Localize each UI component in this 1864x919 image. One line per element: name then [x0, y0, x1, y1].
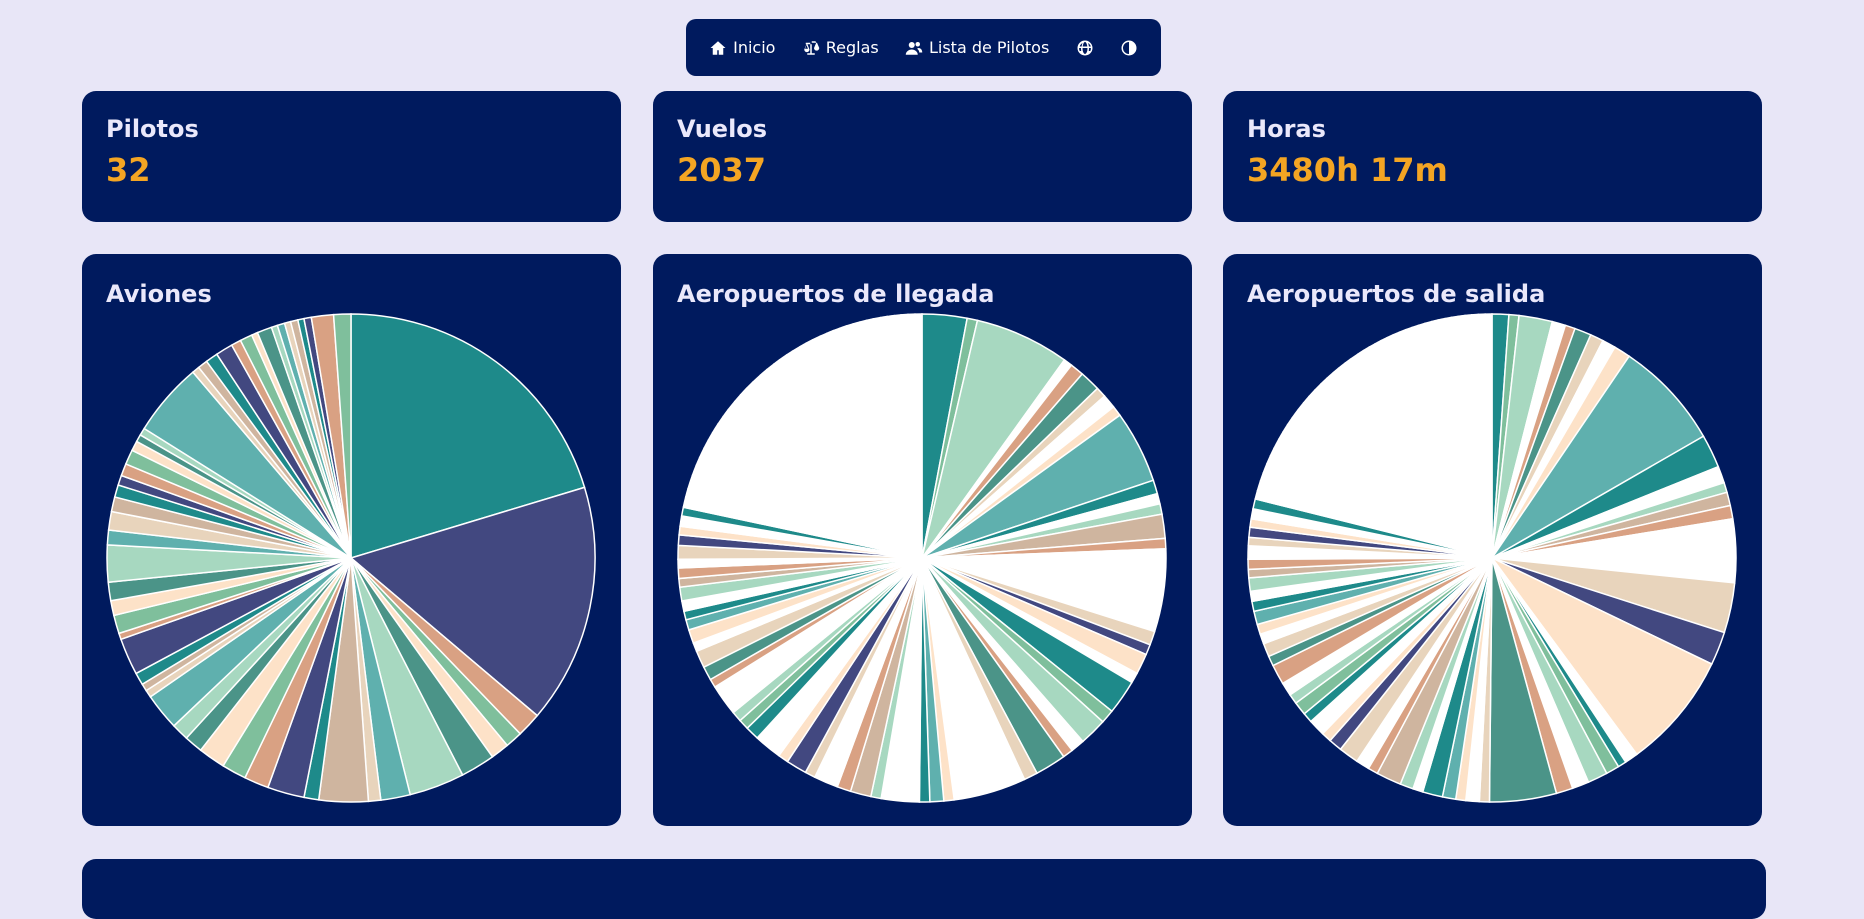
nav-pilotos[interactable]: Lista de Pilotos — [905, 38, 1049, 57]
chart-title: Aviones — [106, 280, 212, 308]
chart-title: Aeropuertos de salida — [1247, 280, 1546, 308]
stat-label: Pilotos — [106, 115, 199, 143]
stat-label: Vuelos — [677, 115, 768, 143]
chart-card-salida: Aeropuertos de salida — [1223, 254, 1762, 826]
nav-inicio[interactable]: Inicio — [709, 38, 775, 57]
stat-card-vuelos: Vuelos 2037 — [653, 91, 1192, 222]
pie-slice[interactable] — [1491, 355, 1705, 559]
pie-slice[interactable] — [349, 486, 596, 717]
stat-label: Horas — [1247, 115, 1326, 143]
pie-chart-llegada — [677, 313, 1167, 803]
top-nav: Inicio Reglas Lista de Pilotos — [686, 19, 1161, 76]
theme-toggle-button[interactable] — [1120, 39, 1138, 57]
pie-chart-salida — [1247, 313, 1737, 803]
pie-slice[interactable] — [332, 313, 352, 559]
chart-title: Aeropuertos de llegada — [677, 280, 995, 308]
globe-icon — [1077, 40, 1093, 55]
pie-slice[interactable] — [350, 313, 586, 560]
home-icon — [710, 40, 726, 55]
stat-card-horas: Horas 3480h 17m — [1223, 91, 1762, 222]
pie-chart-aviones — [106, 313, 596, 803]
nav-inicio-label: Inicio — [733, 38, 776, 57]
stat-card-pilotos: Pilotos 32 — [82, 91, 621, 222]
scale-icon — [803, 40, 819, 55]
users-icon — [905, 41, 923, 55]
chart-card-llegada: Aeropuertos de llegada — [653, 254, 1192, 826]
stat-value: 2037 — [677, 151, 767, 189]
nav-reglas[interactable]: Reglas — [802, 38, 879, 57]
pie-slice[interactable] — [1491, 557, 1713, 756]
bottom-card — [82, 859, 1766, 919]
stat-value: 3480h 17m — [1247, 151, 1448, 189]
nav-pilotos-label: Lista de Pilotos — [928, 38, 1050, 57]
chart-card-aviones: Aviones — [82, 254, 621, 826]
stat-value: 32 — [106, 151, 151, 189]
pie-slice[interactable] — [1484, 313, 1493, 559]
nav-reglas-label: Reglas — [825, 38, 879, 57]
pie-slice[interactable] — [914, 313, 923, 559]
language-button[interactable] — [1076, 39, 1094, 57]
contrast-icon — [1121, 40, 1137, 55]
